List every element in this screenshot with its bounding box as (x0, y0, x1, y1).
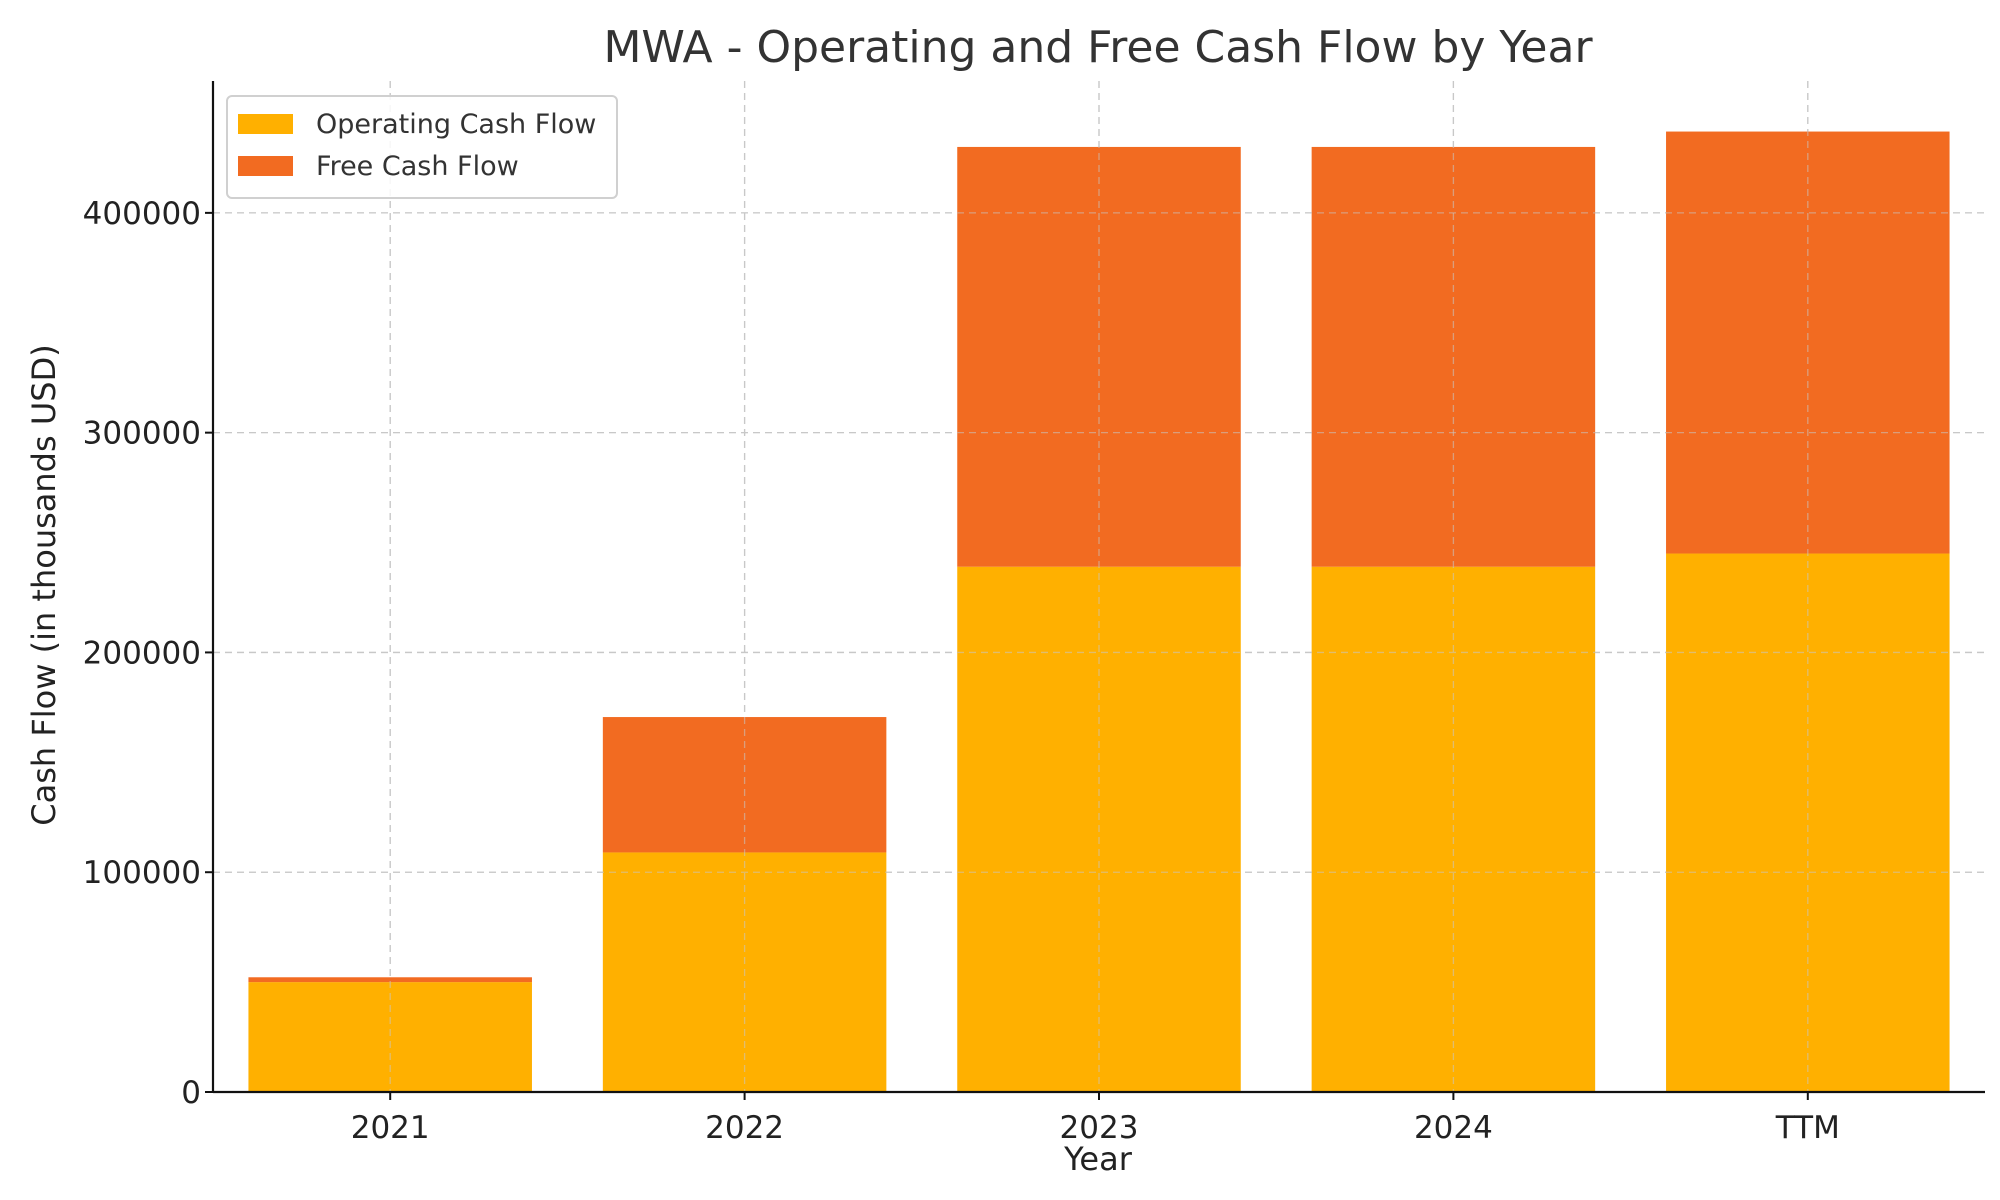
legend-box (226, 95, 618, 199)
legend: Operating Cash Flow Free Cash Flow (226, 95, 618, 199)
y-tick-label: 100000 (83, 855, 201, 891)
chart-title: MWA - Operating and Free Cash Flow by Ye… (603, 22, 1593, 73)
legend-label: Free Cash Flow (316, 151, 519, 182)
x-tick-label: 2023 (1060, 1110, 1139, 1146)
bar-operating-cash-flow-2021 (248, 982, 532, 1092)
x-tick-label: 2022 (705, 1110, 784, 1146)
y-tick-label: 400000 (83, 196, 201, 232)
y-axis-label: Cash Flow (in thousands USD) (25, 344, 63, 825)
x-axis-label: Year (1063, 1140, 1133, 1178)
y-tick-label: 200000 (83, 635, 201, 671)
bar-free-cash-flow-2022 (602, 717, 887, 853)
x-tick-label: 2024 (1414, 1110, 1493, 1146)
legend-label: Operating Cash Flow (316, 109, 596, 140)
legend-swatch (238, 114, 293, 134)
y-tick-label: 0 (181, 1075, 201, 1111)
axes: 0 100000 200000 300000 400000 2021 2022 2023 202… (83, 81, 1985, 1146)
bars (213, 81, 1985, 1092)
legend-swatch (238, 156, 293, 176)
bar-free-cash-flow-2021 (248, 977, 532, 983)
bar-operating-cash-flow-ttm (1666, 553, 1950, 1092)
y-tick-label: 300000 (83, 416, 201, 452)
x-tick-label: TTM (1775, 1110, 1840, 1146)
x-tick-label: 2021 (351, 1110, 430, 1146)
